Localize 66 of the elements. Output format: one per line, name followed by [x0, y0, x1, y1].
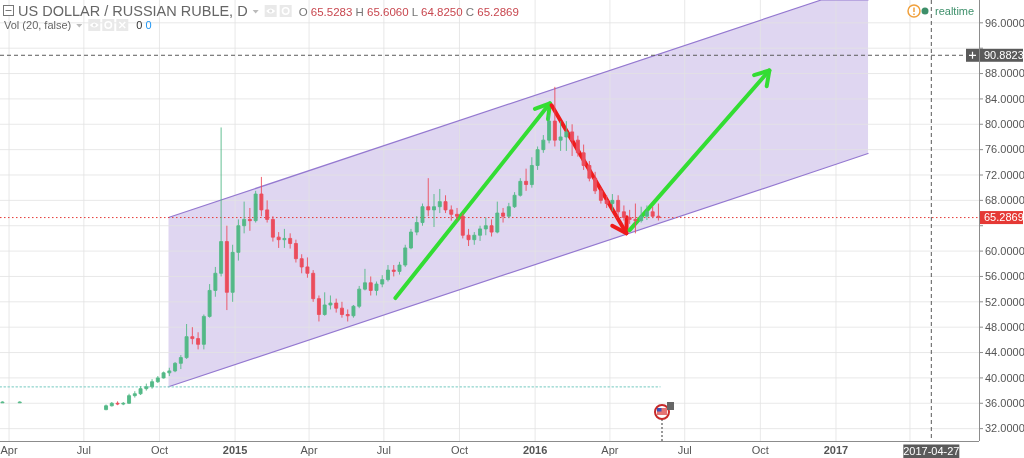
candlestick	[115, 400, 120, 406]
x-tick-label: Jul	[76, 444, 91, 456]
y-tick-label: 32.0000	[985, 422, 1024, 435]
candlestick	[340, 301, 344, 319]
ref-line-label: 90.8823	[984, 49, 1024, 62]
candlestick	[190, 326, 195, 345]
x-tick-label: Jul	[376, 444, 391, 456]
candlestick	[173, 361, 178, 373]
candlestick	[610, 193, 615, 212]
candlestick	[104, 404, 108, 411]
candlestick	[276, 231, 281, 249]
candlestick	[247, 207, 252, 232]
y-tick-label: 36.0000	[985, 397, 1024, 410]
candlestick	[288, 232, 293, 250]
x-tick-label: 2016	[522, 444, 548, 456]
x-tick-label: Apr	[0, 444, 18, 456]
y-tick-label: 44.0000	[985, 346, 1024, 359]
candlestick	[150, 378, 155, 390]
y-tick-label: 40.0000	[985, 371, 1024, 384]
y-tick-label: 52.0000	[985, 295, 1024, 308]
candlestick	[0, 400, 5, 404]
candlestick	[552, 86, 557, 147]
annotation: O 65.5283 H 65.6060 L 64.8250 C 65.2869	[298, 6, 519, 18]
ref-line-label: 2017-04-27	[903, 445, 960, 457]
x-tick-label: Apr	[601, 444, 619, 456]
chart-title: US DOLLAR / RUSSIAN RUBLE, D	[18, 3, 248, 19]
candlestick	[253, 190, 258, 224]
candlestick	[109, 401, 114, 407]
x-tick-label: 2015	[222, 444, 248, 456]
x-tick-label: Oct	[751, 444, 769, 456]
candlestick	[121, 401, 126, 406]
candlestick	[616, 194, 621, 217]
candlestick	[334, 298, 339, 314]
y-tick-label: 76.0000	[985, 143, 1024, 156]
annotation: 0 0	[136, 19, 152, 31]
candlestick	[282, 228, 287, 249]
candlestick	[345, 308, 350, 322]
candlestick	[17, 400, 22, 404]
ref-line-label: 65.2869	[984, 211, 1024, 224]
candlestick	[127, 393, 131, 405]
x-tick-label: Oct	[450, 444, 469, 456]
y-tick-label: 96.0000	[985, 16, 1024, 29]
x-tick-label: Jul	[677, 444, 692, 456]
candlestick	[196, 331, 201, 350]
x-tick-label: 2017	[823, 444, 849, 456]
annotation: realtime	[935, 5, 975, 17]
y-tick-label: 68.0000	[985, 194, 1024, 207]
y-tick-label: 72.0000	[985, 168, 1024, 181]
x-tick-label: Oct	[150, 444, 169, 456]
candlestick	[293, 239, 298, 263]
candlestick	[270, 215, 275, 243]
annotation: Vol (20, false)	[4, 19, 72, 31]
candlestick	[570, 123, 575, 157]
candlestick	[621, 204, 626, 222]
y-tick-label: 48.0000	[985, 321, 1024, 334]
candlestick	[224, 225, 229, 311]
candlestick	[363, 268, 367, 291]
y-tick-label: 88.0000	[985, 67, 1024, 80]
y-tick-label: 84.0000	[985, 92, 1024, 105]
candlestick	[316, 295, 321, 322]
x-tick-label: Apr	[300, 444, 318, 456]
y-tick-label: 80.0000	[985, 118, 1024, 131]
y-tick-label: 60.0000	[985, 244, 1024, 257]
candlestick	[368, 276, 373, 296]
y-tick-label: 56.0000	[985, 270, 1024, 283]
candlestick	[386, 264, 390, 282]
